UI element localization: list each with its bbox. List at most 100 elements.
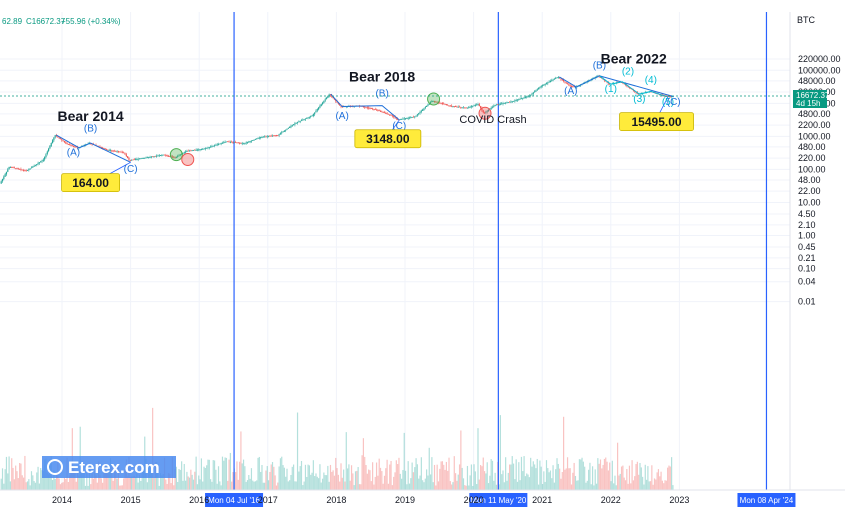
x-axis[interactable]: '122014201520162017201820192020202120222… bbox=[0, 489, 845, 505]
candle-body bbox=[491, 106, 494, 108]
candle-body bbox=[307, 117, 309, 119]
volume-bar bbox=[271, 462, 274, 490]
y-axis[interactable]: 220000.00100000.0048000.0022000.0010000.… bbox=[798, 54, 841, 307]
volume-bar bbox=[310, 474, 312, 490]
volume-bar bbox=[428, 447, 430, 490]
volume-bar bbox=[431, 457, 433, 490]
candle-body bbox=[198, 149, 200, 151]
candle-body bbox=[207, 147, 209, 149]
volume-bar bbox=[95, 475, 97, 490]
volume-bar bbox=[543, 471, 545, 490]
vertical-marker-tag bbox=[205, 493, 264, 507]
y-tick-label: 2.10 bbox=[798, 220, 816, 230]
candle-body bbox=[535, 90, 537, 92]
volume-bar bbox=[545, 460, 548, 490]
volume-bar bbox=[568, 468, 570, 490]
candle-body bbox=[456, 106, 458, 108]
candle-body bbox=[560, 78, 562, 80]
candle-body bbox=[323, 100, 325, 103]
volume-bar bbox=[132, 476, 134, 490]
candle-body bbox=[73, 145, 75, 147]
volume-bar bbox=[194, 471, 196, 490]
candle-body bbox=[469, 106, 471, 108]
candle-body bbox=[531, 93, 533, 95]
volume-bar bbox=[443, 464, 445, 490]
volume-bar bbox=[94, 471, 96, 490]
volume-bar bbox=[281, 456, 283, 490]
candle-body bbox=[498, 104, 500, 105]
volume-bar bbox=[88, 468, 91, 490]
volume-bar bbox=[563, 416, 565, 490]
current-price-tag[interactable]: 16672.37 4d 15h bbox=[793, 90, 830, 108]
candle-body bbox=[1, 178, 4, 182]
volume-bar bbox=[535, 468, 537, 490]
candle-body bbox=[206, 147, 208, 149]
candle-body bbox=[149, 156, 151, 158]
vertical-markers[interactable]: Mon 04 Jul '16 Mon 11 May '20 Mon 08 Apr '… bbox=[205, 12, 796, 507]
volume-bar bbox=[544, 481, 546, 490]
candle-body bbox=[422, 109, 424, 111]
volume-bar bbox=[561, 472, 563, 490]
y-tick-label: 10.00 bbox=[798, 197, 821, 207]
volume-bar bbox=[175, 466, 177, 490]
candle-body bbox=[182, 153, 184, 154]
volume-bar bbox=[602, 464, 604, 490]
candle-body bbox=[231, 141, 233, 143]
volume-bar bbox=[486, 462, 488, 490]
volume-bar bbox=[100, 478, 102, 490]
volume-bar bbox=[555, 469, 557, 490]
volume-bar bbox=[403, 432, 405, 490]
candle-body bbox=[192, 150, 195, 151]
candle-body bbox=[526, 96, 528, 98]
volume-bar bbox=[183, 463, 185, 490]
candle-body bbox=[460, 107, 462, 109]
candle-body bbox=[240, 142, 242, 144]
volume-bar bbox=[655, 479, 657, 490]
volume-bar bbox=[75, 481, 77, 490]
candle-body bbox=[275, 135, 278, 136]
wave-label: (C) bbox=[124, 164, 138, 175]
volume-bar bbox=[267, 480, 270, 490]
volume-bar bbox=[589, 462, 591, 490]
candle-body bbox=[171, 156, 174, 158]
candle-body bbox=[410, 117, 412, 119]
candle-body bbox=[377, 110, 379, 112]
candle-body bbox=[132, 159, 134, 161]
candle-body bbox=[71, 145, 73, 147]
covid-crash-annotation: COVID Crash bbox=[459, 114, 526, 126]
candle-body bbox=[249, 141, 251, 142]
candle-body bbox=[30, 167, 33, 169]
volume-bar bbox=[594, 469, 596, 490]
volume-bar bbox=[187, 476, 189, 490]
volume-bar bbox=[490, 459, 492, 490]
candle-body bbox=[292, 124, 295, 126]
candle-body bbox=[315, 110, 317, 113]
volume-bar bbox=[420, 457, 422, 490]
volume-bar bbox=[540, 466, 542, 490]
volume-bar bbox=[487, 483, 490, 490]
volume-bar bbox=[91, 468, 93, 490]
candle-body bbox=[436, 101, 438, 103]
candle-body bbox=[186, 150, 188, 152]
candle-body bbox=[183, 152, 185, 154]
candle-body bbox=[223, 142, 225, 144]
x-tick-label: 2014 bbox=[52, 495, 72, 505]
candle-body bbox=[394, 116, 396, 118]
volume-bar bbox=[598, 463, 600, 490]
candle-body bbox=[57, 136, 59, 138]
volume-bar bbox=[415, 458, 417, 490]
candle-body bbox=[412, 116, 415, 118]
volume-bar bbox=[186, 471, 188, 490]
volume-bar bbox=[99, 475, 101, 490]
volume-bar bbox=[406, 484, 408, 490]
volume-bar bbox=[3, 483, 5, 490]
volume-bar bbox=[628, 465, 631, 490]
candle-body bbox=[0, 181, 2, 184]
candle-body bbox=[477, 104, 479, 105]
volume-bar bbox=[601, 468, 603, 490]
volume-bar bbox=[249, 478, 251, 490]
candle-body bbox=[299, 120, 301, 122]
volume-bar bbox=[383, 475, 386, 490]
candle-body bbox=[237, 142, 239, 144]
